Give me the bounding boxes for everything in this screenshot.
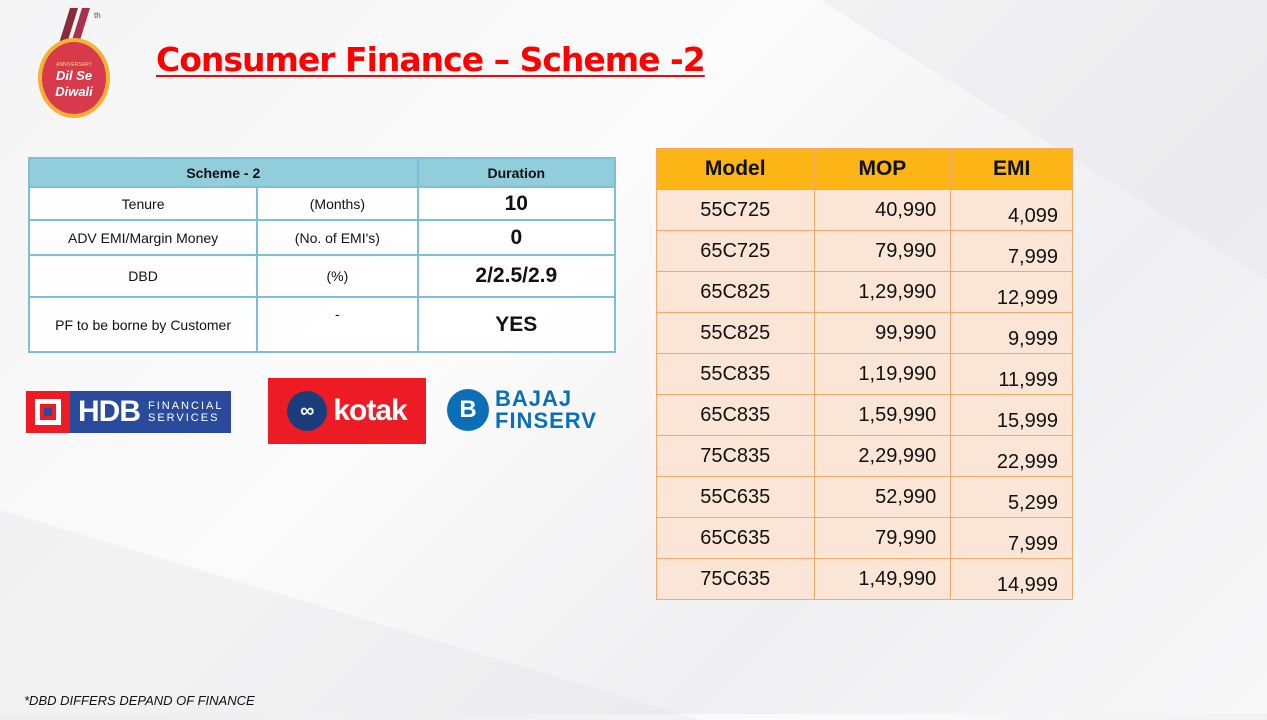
row-label: PF to be borne by Customer — [27, 296, 259, 353]
header-scheme: Scheme - 2 — [28, 157, 419, 188]
model-cell: 65C835 — [656, 394, 815, 436]
header-mop: MOP — [813, 148, 952, 190]
row-value: 2/2.5/2.9 — [416, 254, 617, 298]
model-cell: 55C635 — [656, 476, 815, 518]
model-cell: 55C825 — [656, 312, 815, 354]
emi-cell: 9,999 — [950, 312, 1073, 354]
mop-cell: 2,29,990 — [813, 435, 952, 477]
model-cell: 75C835 — [656, 435, 815, 477]
table-row: 65C635 79,990 7,999 — [656, 517, 1073, 559]
svg-text:ANNIVERSARY: ANNIVERSARY — [56, 62, 92, 68]
emi-cell: 12,999 — [950, 271, 1073, 313]
row-label: DBD — [27, 254, 259, 298]
header-emi: EMI — [950, 148, 1073, 190]
table-row: Tenure (Months) 10 — [27, 186, 617, 221]
bajaj-text: BAJAJ — [495, 386, 573, 411]
model-cell: 65C825 — [656, 271, 815, 313]
bajaj-finserv-logo: B BAJAJ FINSERV — [447, 385, 619, 435]
emi-cell: 5,299 — [950, 476, 1073, 518]
mop-cell: 99,990 — [813, 312, 952, 354]
mop-cell: 1,59,990 — [813, 394, 952, 436]
row-unit: - — [256, 296, 419, 353]
mop-cell: 1,19,990 — [813, 353, 952, 395]
emi-cell: 14,999 — [950, 558, 1073, 600]
emi-cell: 4,099 — [950, 189, 1073, 231]
hdb-emblem-icon — [26, 391, 70, 433]
svg-text:Diwali: Diwali — [55, 84, 93, 99]
background-shape — [0, 510, 700, 720]
page-title: Consumer Finance – Scheme -2 — [156, 40, 706, 79]
svg-text:Dil Se: Dil Se — [56, 68, 92, 83]
mop-cell: 40,990 — [813, 189, 952, 231]
bajaj-emblem-icon: B — [447, 389, 489, 431]
svg-text:th: th — [94, 11, 101, 20]
row-value: 0 — [416, 219, 617, 256]
table-row: 55C635 52,990 5,299 — [656, 476, 1073, 518]
mop-cell: 1,49,990 — [813, 558, 952, 600]
table-row: DBD (%) 2/2.5/2.9 — [27, 254, 617, 298]
footnote: *DBD DIFFERS DEPAND OF FINANCE — [24, 693, 255, 708]
row-unit: (%) — [256, 254, 419, 298]
emi-cell: 7,999 — [950, 230, 1073, 272]
finserv-text: FINSERV — [495, 408, 597, 433]
model-cell: 75C635 — [656, 558, 815, 600]
kotak-infinity-icon: ∞ — [287, 391, 328, 431]
emi-cell: 11,999 — [950, 353, 1073, 395]
header-duration: Duration — [416, 157, 617, 188]
hdb-logo: HDB FINANCIAL SERVICES — [26, 391, 231, 433]
row-unit: (Months) — [256, 186, 419, 221]
emi-cell: 15,999 — [950, 394, 1073, 436]
scheme-table: Scheme - 2 Duration Tenure (Months) 10 ADV … — [27, 157, 617, 353]
model-cell: 65C635 — [656, 517, 815, 559]
row-label: Tenure — [27, 186, 259, 221]
model-cell: 65C725 — [656, 230, 815, 272]
model-cell: 55C835 — [656, 353, 815, 395]
row-unit: (No. of EMI's) — [256, 219, 419, 256]
mop-cell: 79,990 — [813, 517, 952, 559]
hdb-sub: FINANCIAL — [148, 400, 224, 412]
table-row: 55C725 40,990 4,099 — [656, 189, 1073, 231]
model-price-table: Model MOP EMI 55C725 40,990 4,099 65C725 79,99… — [656, 148, 1073, 600]
emi-cell: 22,999 — [950, 435, 1073, 477]
kotak-text: kotak — [333, 394, 407, 427]
header-model: Model — [656, 148, 815, 190]
table-row: 55C835 1,19,990 11,999 — [656, 353, 1073, 395]
table-row: 75C635 1,49,990 14,999 — [656, 558, 1073, 600]
table-row: 65C835 1,59,990 15,999 — [656, 394, 1073, 436]
row-value: 10 — [416, 186, 617, 221]
mop-cell: 1,29,990 — [813, 271, 952, 313]
table-row: 55C825 99,990 9,999 — [656, 312, 1073, 354]
mop-cell: 79,990 — [813, 230, 952, 272]
anniversary-logo: th ANNIVERSARY Dil Se Diwali — [38, 8, 110, 118]
table-row: 75C835 2,29,990 22,999 — [656, 435, 1073, 477]
emi-cell: 7,999 — [950, 517, 1073, 559]
hdb-sub: SERVICES — [148, 412, 220, 424]
row-value: YES — [416, 296, 617, 353]
hdb-text: HDB — [78, 395, 141, 428]
table-row: PF to be borne by Customer - YES — [27, 296, 617, 353]
kotak-logo: ∞ kotak — [268, 378, 426, 444]
model-cell: 55C725 — [656, 189, 815, 231]
table-row: 65C825 1,29,990 12,999 — [656, 271, 1073, 313]
row-label: ADV EMI/Margin Money — [27, 219, 259, 256]
table-row: 65C725 79,990 7,999 — [656, 230, 1073, 272]
mop-cell: 52,990 — [813, 476, 952, 518]
table-row: ADV EMI/Margin Money (No. of EMI's) 0 — [27, 219, 617, 256]
